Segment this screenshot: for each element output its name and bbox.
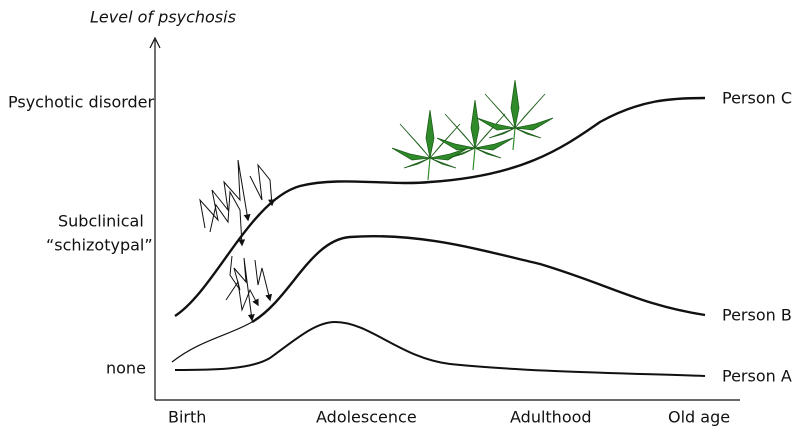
curve-person-c — [174, 96, 706, 318]
curve-label: Person B — [722, 306, 792, 325]
x-stage-label: Adolescence — [316, 408, 417, 427]
curve-person-b — [251, 234, 706, 324]
y-level-label: none — [106, 359, 146, 378]
curve-person-b-early — [171, 321, 253, 363]
y-level-label: “schizotypal” — [46, 236, 153, 255]
y-level-label: Psychotic disorder — [8, 93, 155, 112]
x-stage-label: Adulthood — [510, 408, 592, 427]
x-stage-label: Birth — [168, 408, 206, 427]
curve-label: Person C — [722, 89, 792, 108]
x-stage-label: Old age — [668, 408, 730, 427]
curve-person-a — [174, 320, 706, 377]
y-level-label: Subclinical — [58, 212, 144, 231]
curve-label: Person A — [722, 367, 792, 386]
stress-events — [199, 159, 276, 322]
cannabis-leaves — [391, 79, 554, 181]
axes — [149, 36, 740, 401]
y-axis-title: Level of psychosis — [90, 8, 236, 27]
